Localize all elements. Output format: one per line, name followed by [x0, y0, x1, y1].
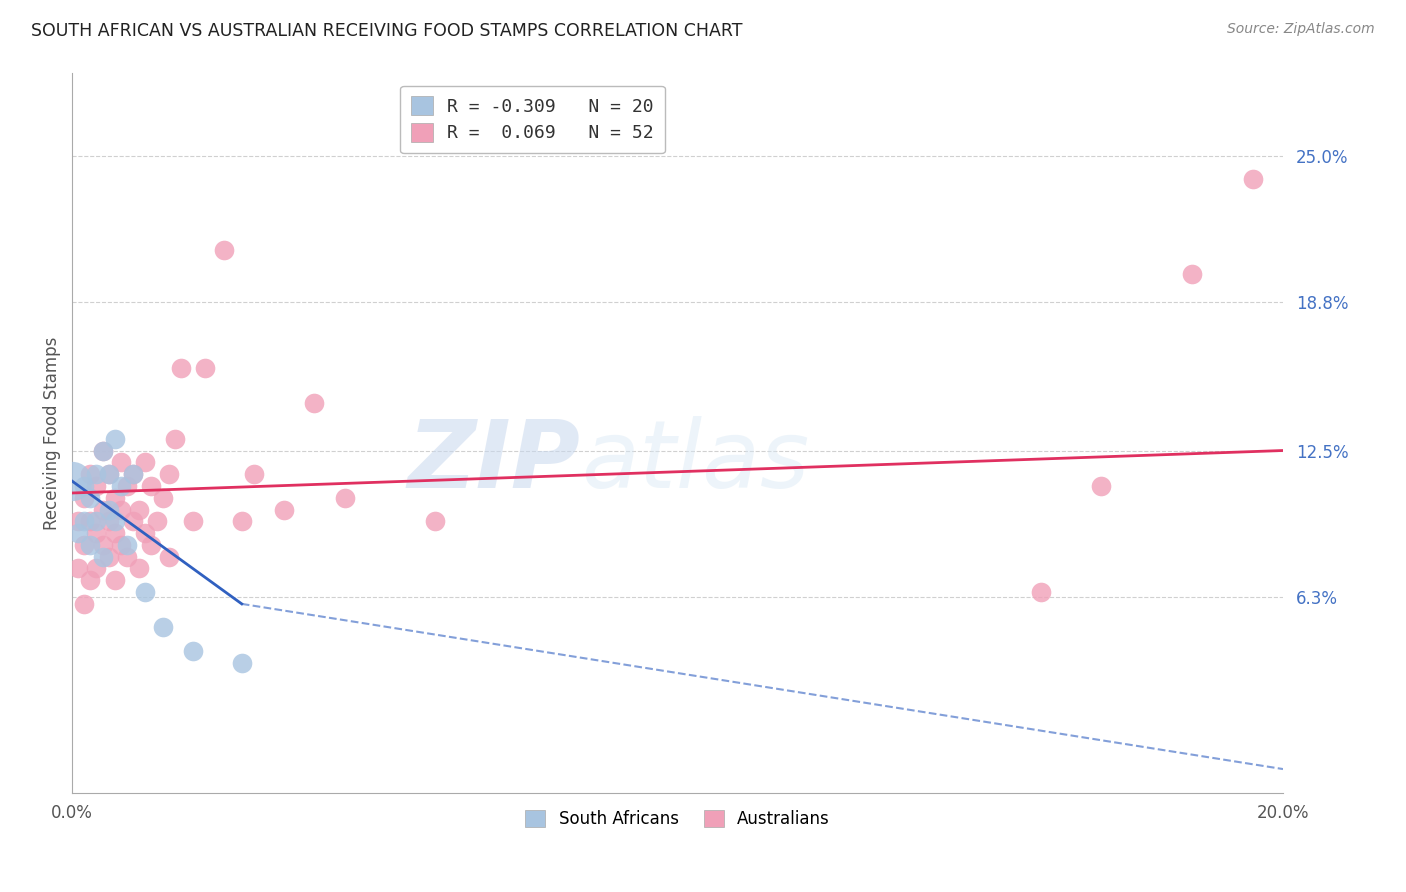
- Point: [97, 467, 120, 482]
- Point: [333, 491, 356, 505]
- Point: [67, 526, 90, 541]
- Text: Source: ZipAtlas.com: Source: ZipAtlas.com: [1227, 22, 1375, 37]
- Legend: South Africans, Australians: South Africans, Australians: [519, 803, 837, 835]
- Point: [212, 243, 235, 257]
- Point: [273, 502, 295, 516]
- Point: [110, 502, 132, 516]
- Text: ZIP: ZIP: [408, 416, 581, 508]
- Point: [73, 538, 96, 552]
- Point: [86, 479, 108, 493]
- Point: [134, 526, 156, 541]
- Point: [97, 467, 120, 482]
- Point: [97, 502, 120, 516]
- Point: [194, 360, 217, 375]
- Point: [121, 467, 143, 482]
- Point: [79, 491, 101, 505]
- Point: [110, 455, 132, 469]
- Point: [91, 549, 114, 564]
- Point: [73, 597, 96, 611]
- Point: [91, 502, 114, 516]
- Point: [134, 455, 156, 469]
- Point: [104, 432, 127, 446]
- Point: [304, 396, 326, 410]
- Point: [231, 656, 253, 670]
- Point: [104, 574, 127, 588]
- Point: [121, 514, 143, 528]
- Point: [97, 549, 120, 564]
- Point: [91, 443, 114, 458]
- Point: [1241, 172, 1264, 186]
- Point: [104, 491, 127, 505]
- Point: [73, 514, 96, 528]
- Y-axis label: Receiving Food Stamps: Receiving Food Stamps: [44, 336, 60, 530]
- Point: [139, 479, 162, 493]
- Point: [110, 479, 132, 493]
- Point: [152, 491, 174, 505]
- Point: [79, 467, 101, 482]
- Point: [86, 526, 108, 541]
- Point: [115, 479, 138, 493]
- Point: [86, 561, 108, 575]
- Point: [86, 514, 108, 528]
- Point: [121, 467, 143, 482]
- Point: [139, 538, 162, 552]
- Point: [170, 360, 193, 375]
- Point: [146, 514, 169, 528]
- Point: [104, 526, 127, 541]
- Point: [243, 467, 266, 482]
- Point: [79, 538, 101, 552]
- Point: [79, 514, 101, 528]
- Point: [115, 538, 138, 552]
- Point: [104, 514, 127, 528]
- Point: [165, 432, 187, 446]
- Point: [97, 514, 120, 528]
- Point: [1029, 585, 1052, 599]
- Point: [1181, 267, 1204, 281]
- Point: [181, 514, 204, 528]
- Point: [91, 443, 114, 458]
- Point: [67, 514, 90, 528]
- Point: [67, 561, 90, 575]
- Point: [115, 549, 138, 564]
- Text: atlas: atlas: [581, 416, 808, 508]
- Point: [128, 561, 150, 575]
- Point: [91, 538, 114, 552]
- Point: [157, 549, 180, 564]
- Text: SOUTH AFRICAN VS AUSTRALIAN RECEIVING FOOD STAMPS CORRELATION CHART: SOUTH AFRICAN VS AUSTRALIAN RECEIVING FO…: [31, 22, 742, 40]
- Point: [1090, 479, 1112, 493]
- Point: [181, 644, 204, 658]
- Point: [60, 474, 83, 488]
- Point: [157, 467, 180, 482]
- Point: [231, 514, 253, 528]
- Point: [73, 491, 96, 505]
- Point: [110, 538, 132, 552]
- Point: [86, 467, 108, 482]
- Point: [73, 479, 96, 493]
- Point: [152, 620, 174, 634]
- Point: [134, 585, 156, 599]
- Point: [425, 514, 447, 528]
- Point: [79, 574, 101, 588]
- Point: [128, 502, 150, 516]
